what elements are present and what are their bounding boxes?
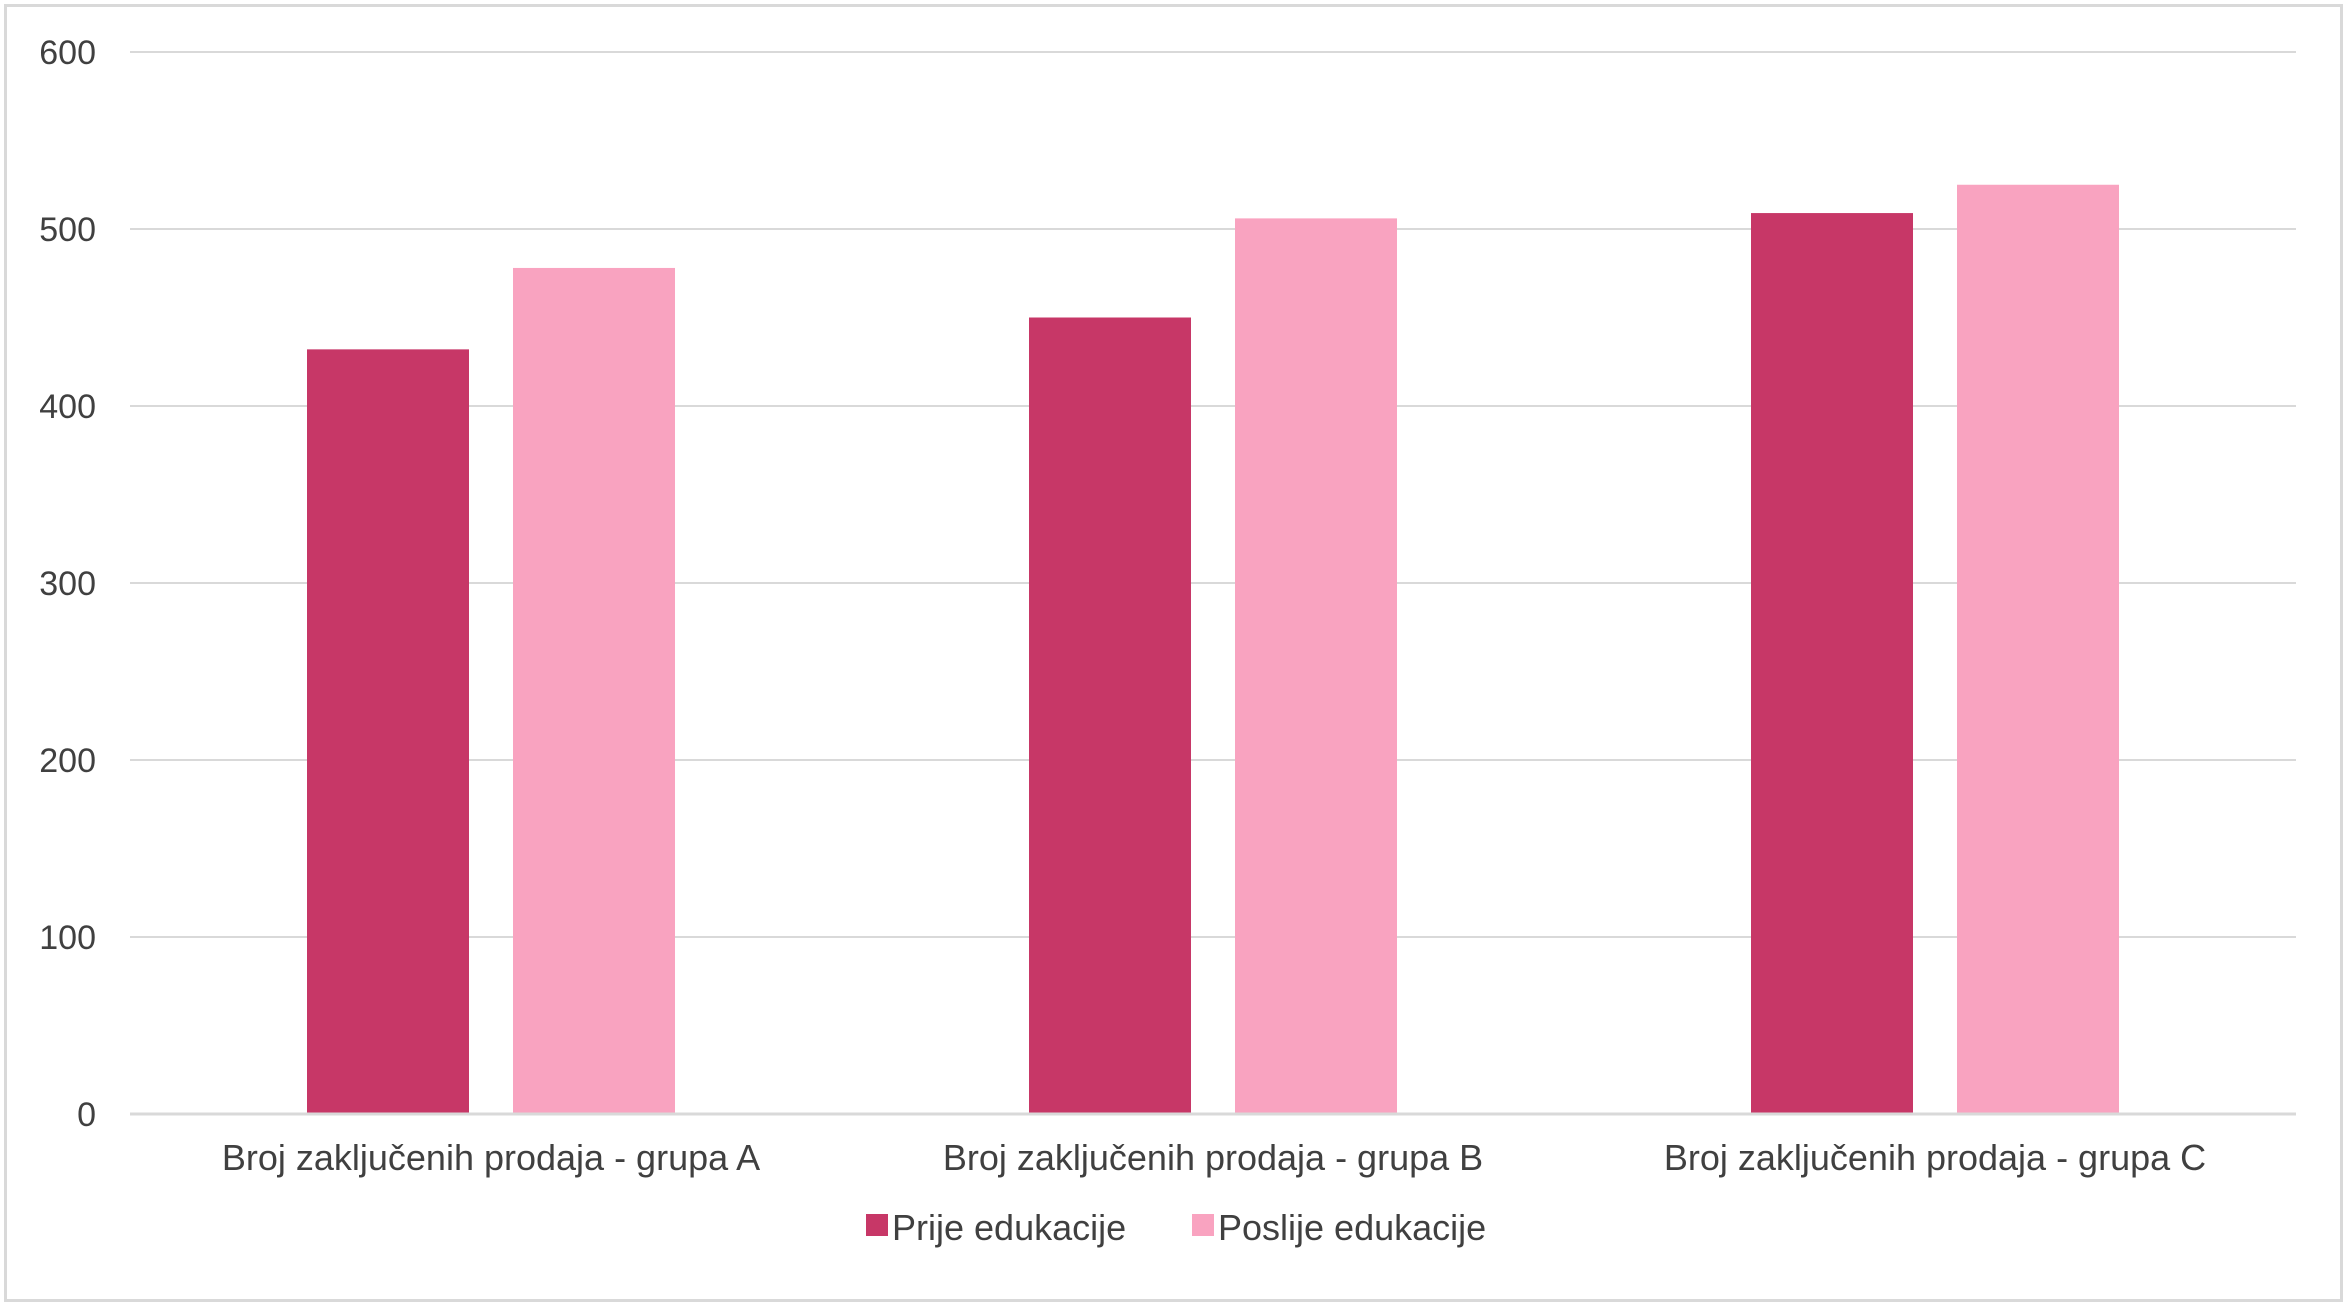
x-category-label: Broj zaključenih prodaja - grupa C — [1664, 1137, 2206, 1178]
y-tick-label: 500 — [39, 211, 96, 249]
y-tick-label: 300 — [39, 565, 96, 603]
bar-poslije-2 — [1957, 184, 2119, 1114]
bar-poslije-0 — [513, 267, 675, 1114]
legend: Prije edukacije Poslije edukacije — [866, 1207, 1486, 1248]
y-tick-label: 400 — [39, 388, 96, 426]
gridlines — [130, 51, 2296, 938]
y-tick-label: 200 — [39, 742, 96, 780]
y-tick-label: 100 — [39, 919, 96, 957]
y-axis-tick-labels: 0 100 200 300 400 500 600 — [39, 34, 96, 1134]
y-tick-label: 0 — [77, 1096, 96, 1134]
legend-label-poslije: Poslije edukacije — [1218, 1207, 1486, 1248]
x-category-label: Broj zaključenih prodaja - grupa B — [943, 1137, 1483, 1178]
bar-prije-0 — [307, 349, 469, 1114]
bar-poslije-1 — [1235, 218, 1397, 1114]
bar-prije-1 — [1029, 317, 1191, 1114]
x-axis-category-labels: Broj zaključenih prodaja - grupa A Broj z… — [222, 1137, 2206, 1178]
legend-label-prije: Prije edukacije — [892, 1207, 1126, 1248]
x-category-label: Broj zaključenih prodaja - grupa A — [222, 1137, 760, 1178]
y-tick-label: 600 — [39, 34, 96, 72]
bars — [307, 184, 2119, 1114]
bar-prije-2 — [1751, 213, 1913, 1114]
legend-swatch-prije — [866, 1214, 888, 1236]
legend-swatch-poslije — [1192, 1214, 1214, 1236]
